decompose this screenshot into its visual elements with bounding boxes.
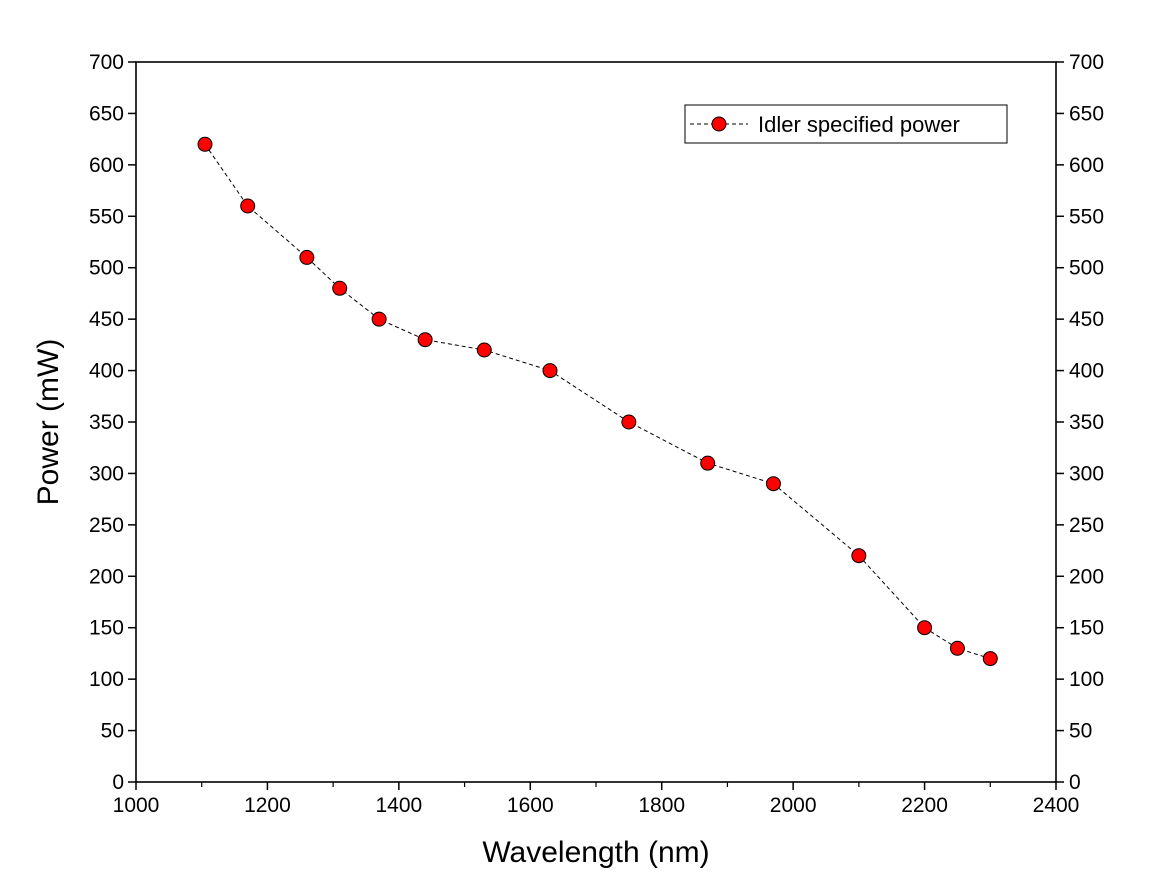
y2-tick-label: 350 — [1069, 411, 1104, 434]
y2-tick-label: 150 — [1069, 617, 1104, 640]
y-tick-label: 600 — [89, 154, 124, 177]
x-tick-label: 2000 — [770, 794, 817, 817]
y2-tick-label: 600 — [1069, 154, 1104, 177]
data-point — [851, 548, 867, 564]
y-axis-title: Power (mW) — [32, 339, 65, 506]
data-point — [700, 455, 716, 471]
x-tick-label: 1200 — [244, 794, 291, 817]
y2-tick-label: 450 — [1069, 308, 1104, 331]
y-tick-label: 200 — [89, 565, 124, 588]
y-tick-label: 350 — [89, 411, 124, 434]
y-tick-label: 300 — [89, 462, 124, 485]
x-tick-label: 2400 — [1033, 794, 1080, 817]
y-tick-label: 400 — [89, 360, 124, 383]
plot-frame — [135, 61, 1057, 783]
y-tick-label: 500 — [89, 257, 124, 280]
y-tick-label: 0 — [112, 771, 124, 794]
y-axis-left: 0 50 100 150 200 250 300 350 400 450 500 550 600 650 7… — [89, 51, 136, 794]
legend-label: Idler specified power — [758, 112, 960, 137]
x-tick-label: 1400 — [375, 794, 422, 817]
y2-tick-label: 300 — [1069, 462, 1104, 485]
x-tick-label: 1600 — [507, 794, 554, 817]
y-tick-label: 550 — [89, 205, 124, 228]
legend-marker — [711, 116, 727, 132]
y2-tick-label: 50 — [1069, 720, 1092, 743]
y-axis-right: 0 50 100 150 200 250 300 350 400 450 500 550 600 650 7… — [1056, 51, 1104, 794]
data-point — [949, 640, 965, 656]
y2-tick-label: 650 — [1069, 102, 1104, 125]
y-tick-label: 50 — [101, 720, 124, 743]
legend-box — [684, 104, 1008, 144]
y2-tick-label: 0 — [1069, 771, 1081, 794]
data-point — [197, 136, 213, 152]
legend: Idler specified power — [684, 104, 1008, 144]
data-point — [476, 342, 492, 358]
data-point — [621, 414, 637, 430]
y2-tick-label: 200 — [1069, 565, 1104, 588]
y2-tick-label: 100 — [1069, 668, 1104, 691]
x-tick-label: 1800 — [638, 794, 685, 817]
y2-tick-label: 250 — [1069, 514, 1104, 537]
y-tick-label: 450 — [89, 308, 124, 331]
data-point — [371, 311, 387, 327]
y-tick-label: 700 — [89, 51, 124, 74]
data-point — [332, 280, 348, 296]
x-axis-title: Wavelength (nm) — [482, 836, 709, 869]
y-tick-label: 150 — [89, 617, 124, 640]
y2-tick-label: 400 — [1069, 360, 1104, 383]
y2-tick-label: 700 — [1069, 51, 1104, 74]
y-tick-label: 250 — [89, 514, 124, 537]
data-point — [982, 651, 998, 667]
x-tick-label: 1000 — [113, 794, 160, 817]
data-point — [542, 363, 558, 379]
data-point — [765, 476, 781, 492]
y2-tick-label: 500 — [1069, 257, 1104, 280]
series-line — [204, 144, 991, 660]
data-point — [917, 620, 933, 636]
y2-tick-label: 550 — [1069, 205, 1104, 228]
y-tick-label: 650 — [89, 102, 124, 125]
y-tick-label: 100 — [89, 668, 124, 691]
data-point — [417, 332, 433, 348]
x-axis: 1000 1200 1400 1600 1800 2000 2200 2400 — [113, 782, 1080, 817]
series-layer — [197, 136, 998, 667]
data-point — [240, 198, 256, 214]
x-tick-label: 2200 — [901, 794, 948, 817]
data-point — [299, 249, 315, 265]
